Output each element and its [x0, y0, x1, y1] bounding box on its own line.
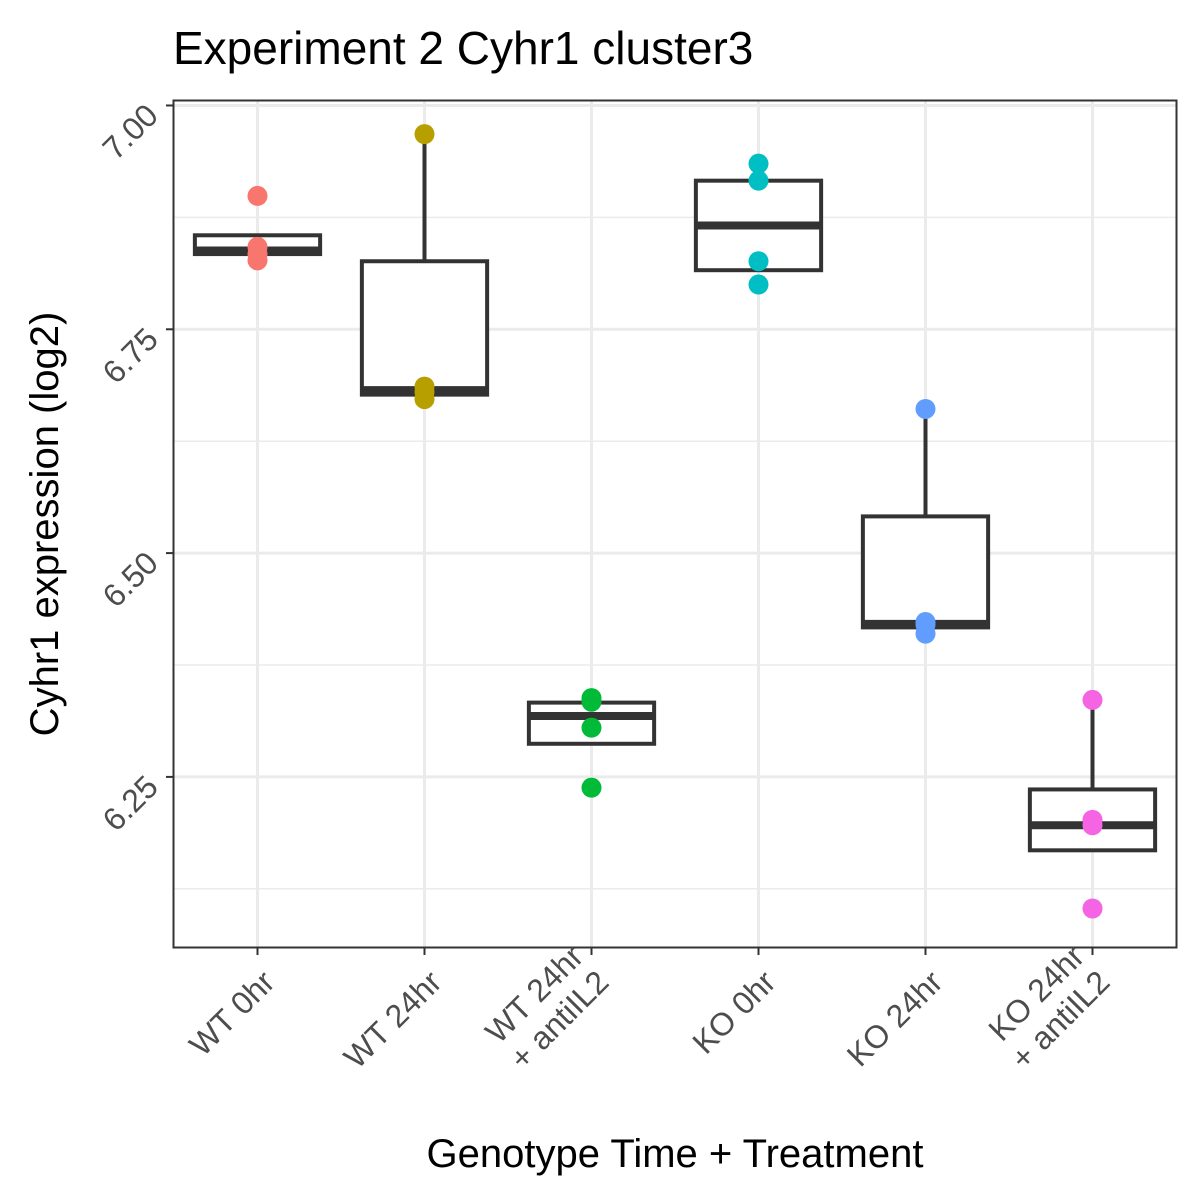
data-point: [581, 777, 602, 798]
data-point: [748, 251, 769, 272]
data-point: [414, 389, 435, 410]
data-point: [748, 170, 769, 191]
data-points: [247, 124, 1103, 919]
chart-title: Experiment 2 Cyhr1 cluster3: [173, 22, 753, 74]
data-point: [1082, 898, 1103, 919]
data-point: [748, 274, 769, 295]
boxplot-5: [860, 408, 991, 630]
y-axis-title: Cyhr1 expression (log2): [23, 312, 67, 737]
data-point: [915, 398, 936, 419]
x-axis-title: Genotype Time + Treatment: [427, 1132, 924, 1176]
data-point: [1082, 689, 1103, 710]
data-point: [581, 717, 602, 738]
data-point: [581, 691, 602, 712]
data-point: [1082, 815, 1103, 836]
plot-panel: [173, 100, 1177, 948]
data-point: [247, 185, 268, 206]
box: [860, 514, 991, 630]
data-point: [915, 623, 936, 644]
box: [359, 259, 490, 397]
plot-panel-border: [172, 99, 1178, 949]
data-point: [748, 153, 769, 174]
data-point: [414, 124, 435, 145]
data-point: [247, 250, 268, 271]
